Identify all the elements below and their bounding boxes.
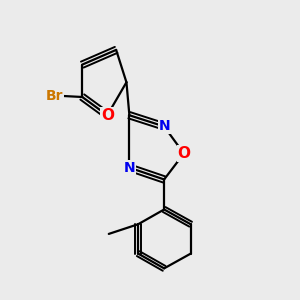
Text: Br: Br (46, 88, 63, 103)
Text: O: O (101, 108, 114, 123)
Text: N: N (158, 119, 170, 134)
Text: N: N (124, 161, 135, 175)
Text: O: O (177, 146, 190, 161)
